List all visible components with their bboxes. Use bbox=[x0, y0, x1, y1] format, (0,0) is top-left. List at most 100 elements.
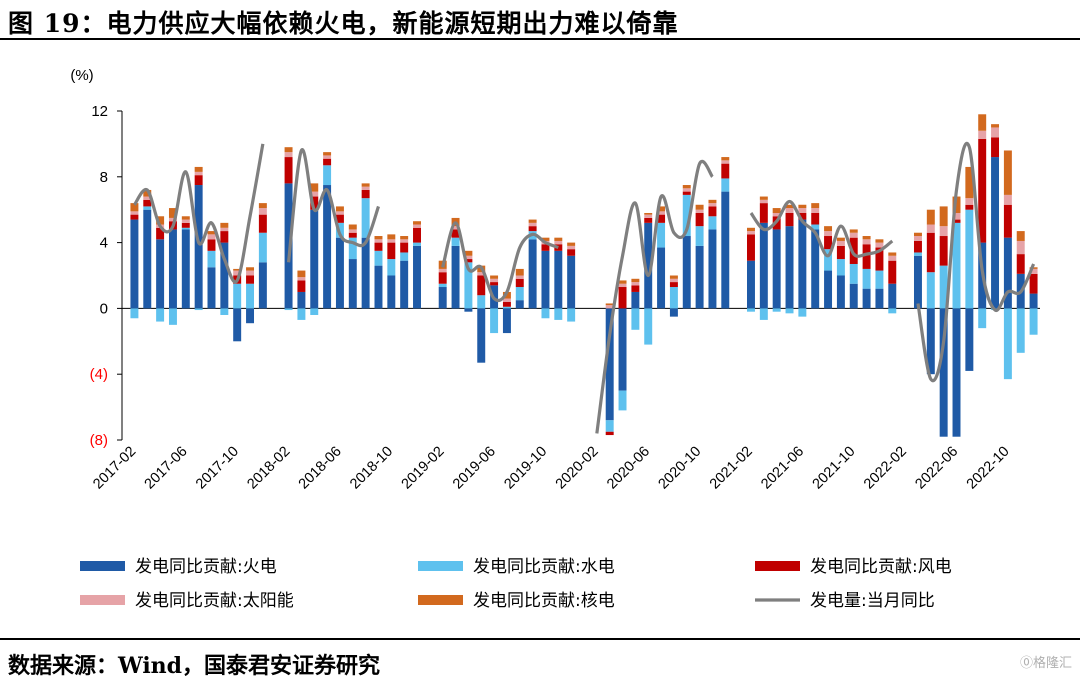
bar-layer bbox=[130, 114, 1038, 437]
bar-segment bbox=[168, 229, 177, 309]
x-tick-label: 2020-02 bbox=[553, 444, 602, 493]
bar-segment bbox=[515, 275, 524, 279]
bar-segment bbox=[849, 237, 858, 264]
bar-segment bbox=[669, 278, 678, 283]
bar-segment bbox=[798, 219, 807, 309]
bar-segment bbox=[682, 188, 691, 192]
bar-segment bbox=[862, 268, 871, 289]
bar-segment bbox=[477, 275, 486, 296]
bar-segment bbox=[438, 268, 447, 273]
legend-label: 发电同比贡献:太阳能 bbox=[135, 591, 294, 611]
bar-segment bbox=[207, 250, 216, 268]
bar-segment bbox=[143, 196, 152, 200]
bar-segment bbox=[1003, 237, 1012, 309]
bar-segment bbox=[528, 239, 537, 309]
bar-segment bbox=[926, 209, 935, 225]
bar-segment bbox=[875, 288, 884, 309]
bar-segment bbox=[554, 240, 563, 245]
bar-segment bbox=[695, 226, 704, 246]
bar-segment bbox=[168, 208, 177, 218]
legend-label: 发电同比贡献:核电 bbox=[473, 591, 615, 611]
bar-segment bbox=[194, 185, 203, 309]
bar-segment bbox=[875, 242, 884, 248]
bar-segment bbox=[657, 222, 666, 248]
bar-segment bbox=[618, 280, 627, 284]
bar-segment bbox=[862, 236, 871, 240]
bar-segment bbox=[335, 237, 344, 309]
bar-segment bbox=[644, 308, 653, 345]
bar-segment bbox=[721, 191, 730, 309]
bar-segment bbox=[361, 186, 370, 190]
bar-segment bbox=[168, 308, 177, 325]
bar-segment bbox=[721, 157, 730, 161]
bar-segment bbox=[220, 308, 229, 315]
bar-segment bbox=[965, 209, 974, 309]
bar-segment bbox=[310, 191, 319, 197]
bar-segment bbox=[888, 283, 897, 309]
bar-segment bbox=[798, 204, 807, 209]
bar-segment bbox=[991, 124, 1000, 128]
bar-segment bbox=[387, 239, 396, 243]
legend-label: 发电同比贡献:水电 bbox=[473, 557, 615, 577]
bar-segment bbox=[952, 222, 961, 309]
bar-segment bbox=[181, 219, 190, 223]
bar-segment bbox=[978, 130, 987, 139]
bar-segment bbox=[156, 308, 165, 322]
bar-segment bbox=[361, 183, 370, 187]
bar-segment bbox=[811, 224, 820, 230]
x-tick-label: 2020-10 bbox=[655, 444, 704, 493]
bar-segment bbox=[554, 308, 563, 320]
bar-segment bbox=[772, 229, 781, 309]
bar-segment bbox=[695, 245, 704, 309]
y-axis: (%) 12 8 4 0 (4) (8) bbox=[70, 67, 1040, 449]
bar-segment bbox=[657, 211, 666, 215]
bar-segment bbox=[246, 275, 255, 284]
x-tick-label: 2017-02 bbox=[90, 444, 139, 493]
bar-segment bbox=[387, 275, 396, 309]
bar-segment bbox=[310, 209, 319, 309]
bar-segment bbox=[323, 165, 332, 186]
legend-bar-swatch bbox=[755, 561, 800, 571]
bar-segment bbox=[849, 263, 858, 284]
bar-segment bbox=[669, 287, 678, 309]
bar-segment bbox=[811, 229, 820, 309]
bar-segment bbox=[130, 308, 139, 319]
bar-segment bbox=[644, 217, 653, 223]
x-axis: 2017-02 2017-06 2017-10 2018-02 2018-06 2018-… bbox=[90, 444, 1012, 493]
bar-segment bbox=[130, 211, 139, 215]
bar-segment bbox=[477, 272, 486, 276]
source-note: 数据来源：Wind，国泰君安证券研究 bbox=[8, 653, 381, 679]
y-tick-label: (4) bbox=[90, 366, 108, 383]
bar-segment bbox=[143, 189, 152, 197]
bar-segment bbox=[785, 212, 794, 227]
bar-segment bbox=[310, 308, 319, 315]
bar-segment bbox=[297, 277, 306, 281]
bar-segment bbox=[657, 247, 666, 309]
bar-segment bbox=[297, 308, 306, 320]
bar-segment bbox=[952, 219, 961, 223]
y-unit-label: (%) bbox=[70, 67, 93, 84]
x-tick-label: 2021-02 bbox=[707, 444, 756, 493]
legend-bar-swatch bbox=[418, 595, 463, 605]
bar-segment bbox=[284, 147, 293, 153]
x-tick-label: 2022-02 bbox=[861, 444, 910, 493]
bar-segment bbox=[978, 114, 987, 131]
bar-segment bbox=[1029, 268, 1038, 274]
bar-segment bbox=[335, 211, 344, 215]
bar-segment bbox=[502, 301, 511, 307]
bar-segment bbox=[258, 232, 267, 263]
bar-segment bbox=[836, 259, 845, 276]
legend-label: 发电量:当月同比 bbox=[810, 591, 935, 611]
bar-segment bbox=[875, 270, 884, 289]
bar-segment bbox=[888, 260, 897, 284]
bar-segment bbox=[605, 303, 614, 306]
bar-segment bbox=[939, 265, 948, 309]
bar-segment bbox=[952, 212, 961, 220]
bar-segment bbox=[862, 288, 871, 309]
bar-segment bbox=[438, 272, 447, 284]
bar-segment bbox=[1029, 293, 1038, 309]
x-tick-label: 2022-10 bbox=[964, 444, 1013, 493]
bar-segment bbox=[143, 209, 152, 309]
